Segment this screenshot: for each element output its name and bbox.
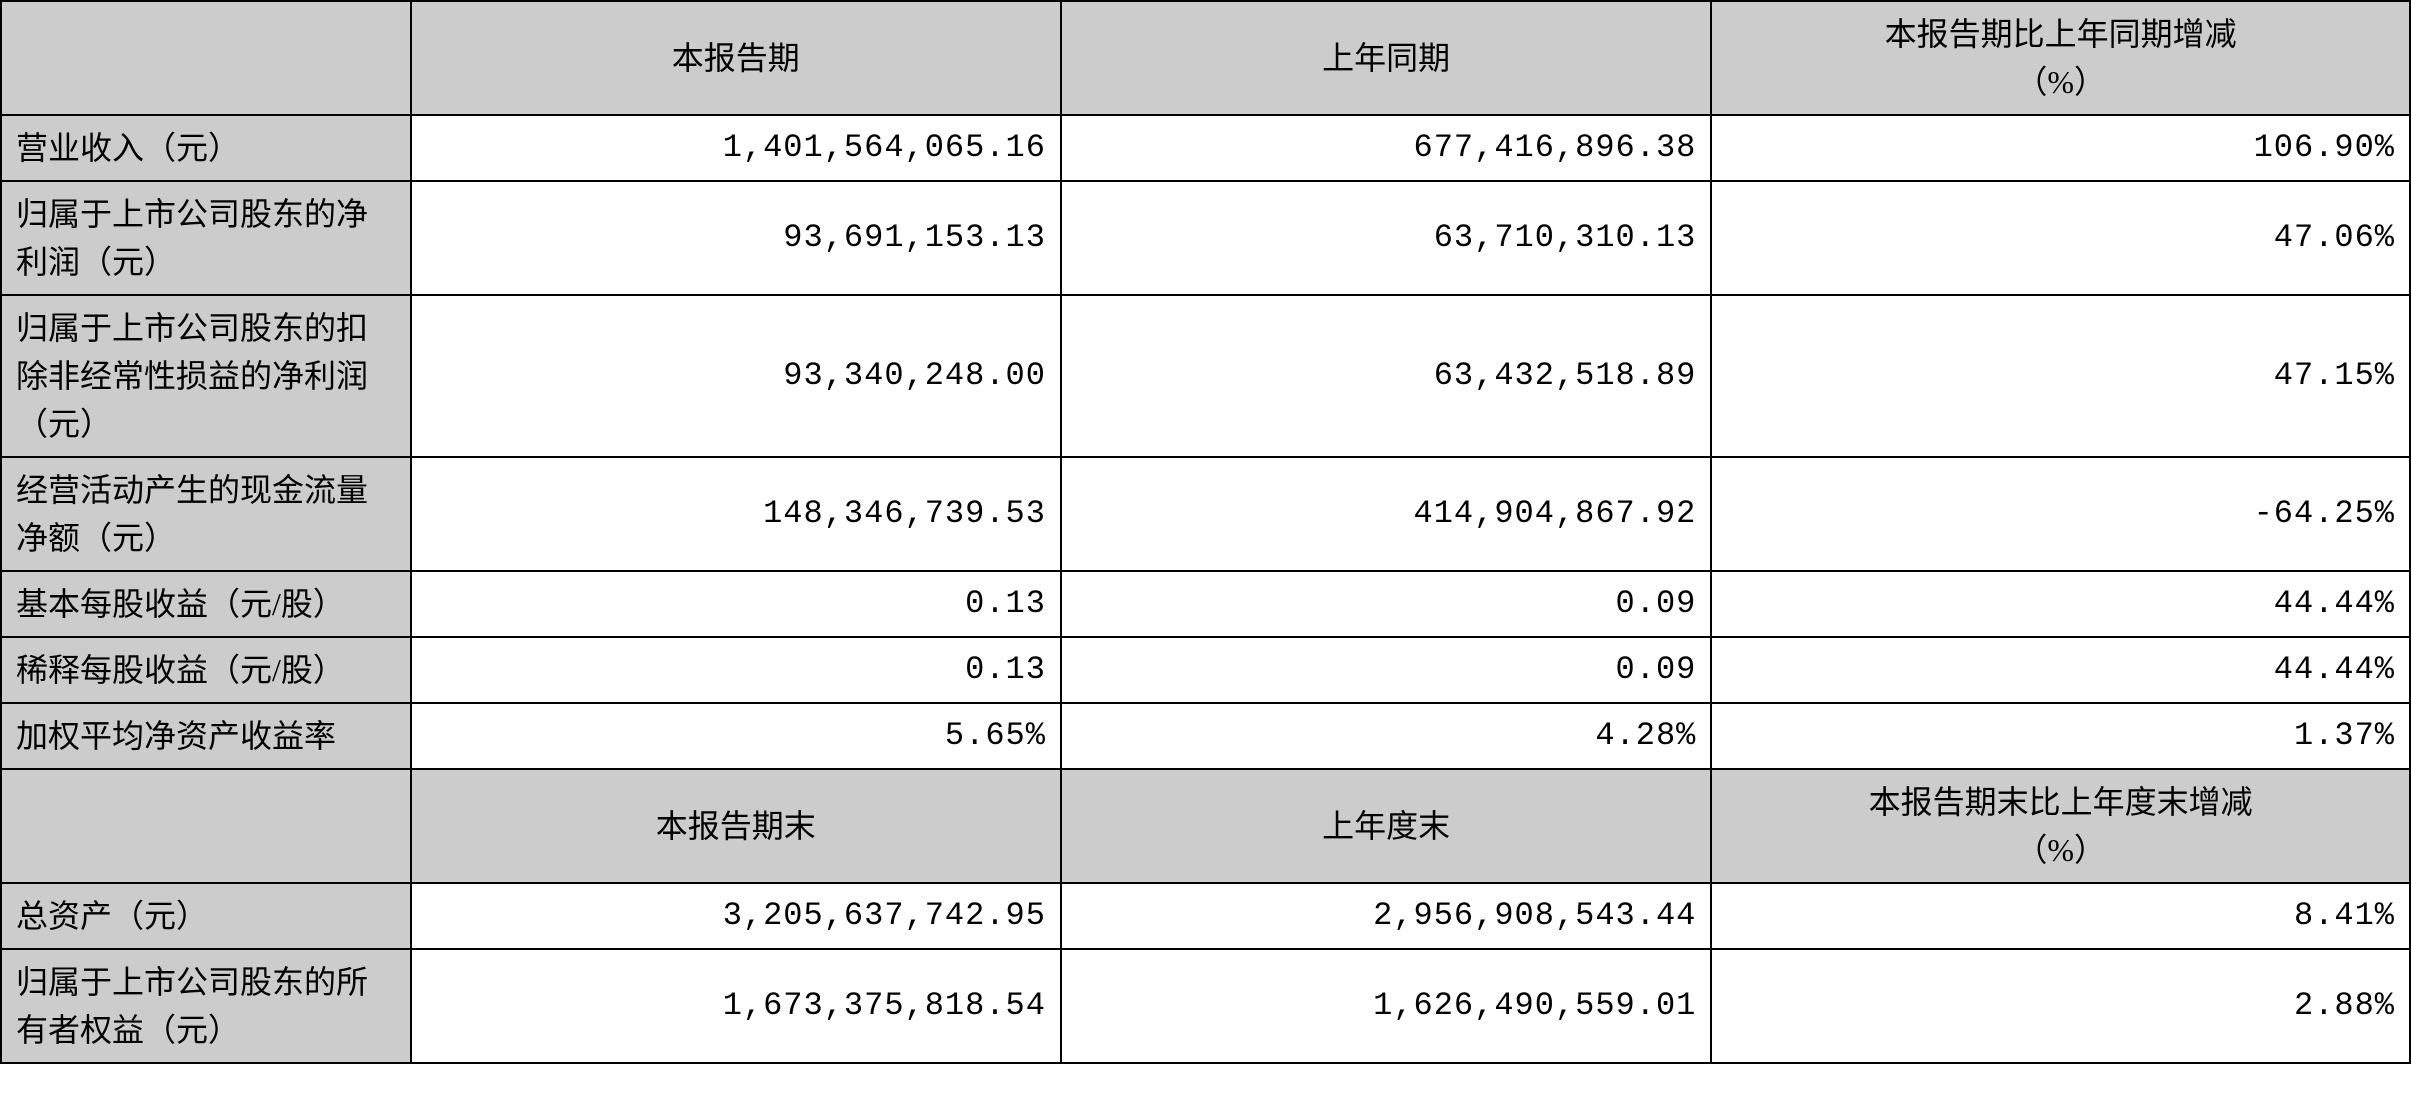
table-row: 归属于上市公司股东的净利润（元） 93,691,153.13 63,710,31… xyxy=(1,181,2410,295)
row-val1: 3,205,637,742.95 xyxy=(411,883,1061,949)
row-label: 总资产（元） xyxy=(1,883,411,949)
row-val2: 1,626,490,559.01 xyxy=(1061,949,1711,1063)
header-col3-2: 本报告期末比上年度末增减 （%） xyxy=(1711,769,2410,883)
row-val1: 93,691,153.13 xyxy=(411,181,1061,295)
header-col2-2: 上年度末 xyxy=(1061,769,1711,883)
row-val1: 0.13 xyxy=(411,637,1061,703)
header-col1-1: 本报告期 xyxy=(411,1,1061,115)
table-row: 总资产（元） 3,205,637,742.95 2,956,908,543.44… xyxy=(1,883,2410,949)
table-row: 基本每股收益（元/股） 0.13 0.09 44.44% xyxy=(1,571,2410,637)
table-body: 本报告期 上年同期 本报告期比上年同期增减 （%） 营业收入（元） 1,401,… xyxy=(1,1,2410,1063)
row-label: 稀释每股收益（元/股） xyxy=(1,637,411,703)
table-header-row-1: 本报告期 上年同期 本报告期比上年同期增减 （%） xyxy=(1,1,2410,115)
row-val2: 63,432,518.89 xyxy=(1061,295,1711,457)
row-val1: 1,673,375,818.54 xyxy=(411,949,1061,1063)
row-val3: 47.15% xyxy=(1711,295,2410,457)
row-val1: 1,401,564,065.16 xyxy=(411,115,1061,181)
header-col1-2: 本报告期末 xyxy=(411,769,1061,883)
financial-table: 本报告期 上年同期 本报告期比上年同期增减 （%） 营业收入（元） 1,401,… xyxy=(0,0,2411,1064)
row-label: 经营活动产生的现金流量净额（元） xyxy=(1,457,411,571)
header-col3-1-line1: 本报告期比上年同期增减 xyxy=(1885,16,2237,52)
row-val2: 2,956,908,543.44 xyxy=(1061,883,1711,949)
row-val3: 47.06% xyxy=(1711,181,2410,295)
header-col3-1: 本报告期比上年同期增减 （%） xyxy=(1711,1,2410,115)
row-val2: 63,710,310.13 xyxy=(1061,181,1711,295)
row-val3: 44.44% xyxy=(1711,571,2410,637)
row-val3: 2.88% xyxy=(1711,949,2410,1063)
row-label: 加权平均净资产收益率 xyxy=(1,703,411,769)
row-val3: 106.90% xyxy=(1711,115,2410,181)
row-label: 归属于上市公司股东的净利润（元） xyxy=(1,181,411,295)
row-val3: 44.44% xyxy=(1711,637,2410,703)
row-val2: 414,904,867.92 xyxy=(1061,457,1711,571)
table-row: 加权平均净资产收益率 5.65% 4.28% 1.37% xyxy=(1,703,2410,769)
header-blank-2 xyxy=(1,769,411,883)
row-val1: 0.13 xyxy=(411,571,1061,637)
row-val3: 8.41% xyxy=(1711,883,2410,949)
row-val1: 5.65% xyxy=(411,703,1061,769)
header-col3-2-line1: 本报告期末比上年度末增减 xyxy=(1869,784,2253,820)
row-val3: 1.37% xyxy=(1711,703,2410,769)
header-col3-2-line2: （%） xyxy=(2015,832,2106,868)
table-row: 经营活动产生的现金流量净额（元） 148,346,739.53 414,904,… xyxy=(1,457,2410,571)
table-row: 稀释每股收益（元/股） 0.13 0.09 44.44% xyxy=(1,637,2410,703)
table-row: 归属于上市公司股东的所有者权益（元） 1,673,375,818.54 1,62… xyxy=(1,949,2410,1063)
header-col3-1-line2: （%） xyxy=(2015,64,2106,100)
table-row: 归属于上市公司股东的扣除非经常性损益的净利润（元） 93,340,248.00 … xyxy=(1,295,2410,457)
header-blank-1 xyxy=(1,1,411,115)
table-row: 营业收入（元） 1,401,564,065.16 677,416,896.38 … xyxy=(1,115,2410,181)
row-val1: 148,346,739.53 xyxy=(411,457,1061,571)
row-val2: 677,416,896.38 xyxy=(1061,115,1711,181)
row-val3: -64.25% xyxy=(1711,457,2410,571)
row-val2: 4.28% xyxy=(1061,703,1711,769)
row-val1: 93,340,248.00 xyxy=(411,295,1061,457)
table-header-row-2: 本报告期末 上年度末 本报告期末比上年度末增减 （%） xyxy=(1,769,2410,883)
row-label: 营业收入（元） xyxy=(1,115,411,181)
row-val2: 0.09 xyxy=(1061,637,1711,703)
header-col2-1: 上年同期 xyxy=(1061,1,1711,115)
row-val2: 0.09 xyxy=(1061,571,1711,637)
row-label: 归属于上市公司股东的所有者权益（元） xyxy=(1,949,411,1063)
row-label: 归属于上市公司股东的扣除非经常性损益的净利润（元） xyxy=(1,295,411,457)
row-label: 基本每股收益（元/股） xyxy=(1,571,411,637)
